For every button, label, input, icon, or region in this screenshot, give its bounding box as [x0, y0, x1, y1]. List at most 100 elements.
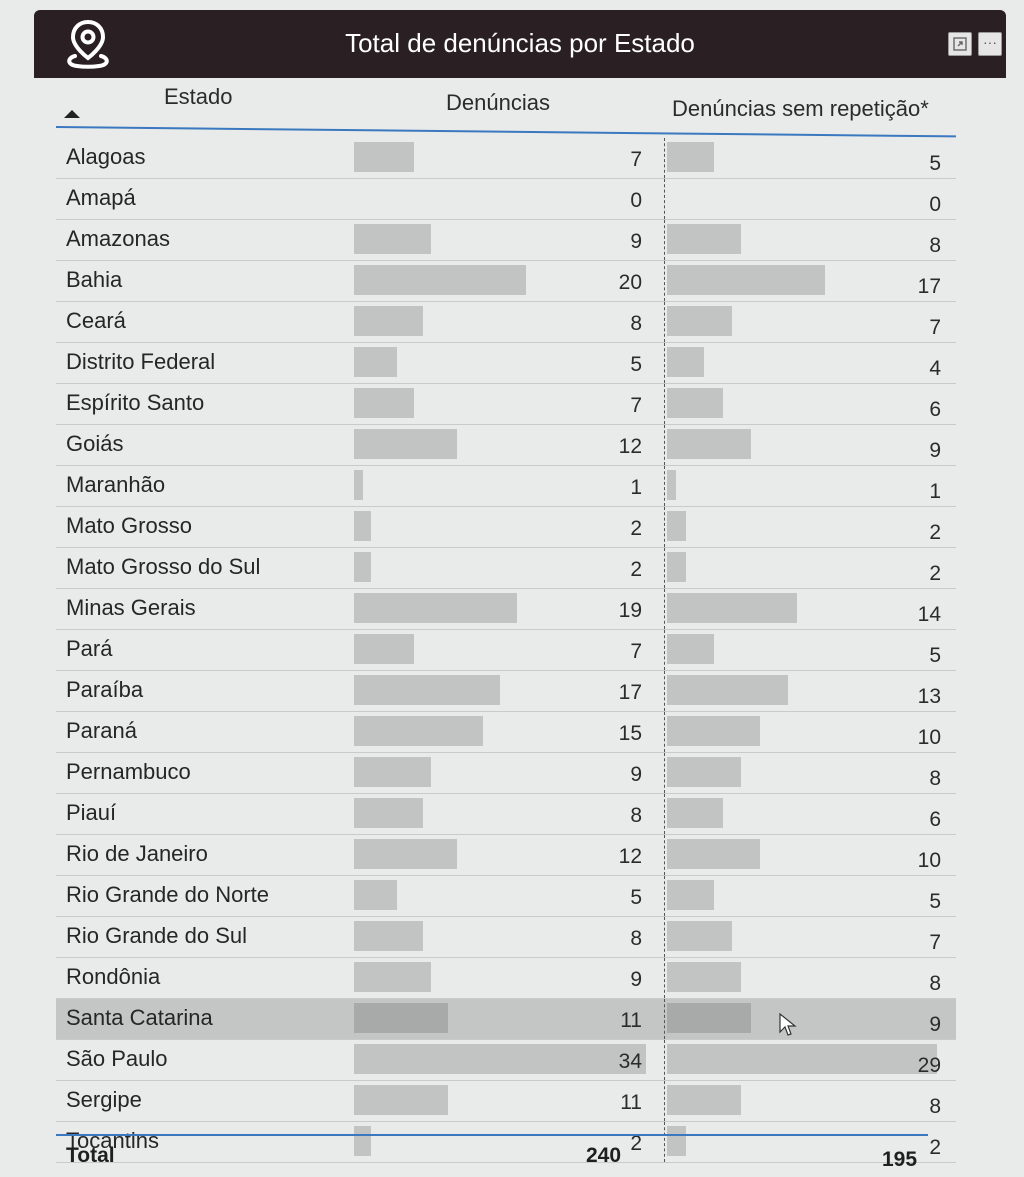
table-row[interactable]: Distrito Federal 5 4	[56, 343, 956, 384]
databar-sem-repeticao	[667, 347, 705, 377]
value-sem-repeticao: 14	[917, 603, 941, 626]
table-row[interactable]: Espírito Santo 7 6	[56, 384, 956, 425]
sort-ascending-icon[interactable]	[64, 110, 80, 118]
databar-denuncias	[354, 839, 458, 869]
row-estado: Espírito Santo	[66, 390, 205, 415]
cell-sem-repeticao: 8	[664, 220, 957, 260]
table-row[interactable]: Goiás 12 9	[56, 425, 956, 466]
databar-sem-repeticao	[667, 880, 714, 910]
row-estado: Rio Grande do Norte	[66, 882, 269, 907]
value-denuncias: 17	[618, 681, 642, 704]
cell-sem-repeticao: 5	[664, 138, 957, 178]
cell-sem-repeticao: 10	[664, 712, 957, 752]
total-sem-repeticao: 195	[882, 1148, 918, 1171]
table-row[interactable]: Pernambuco 9 8	[56, 753, 956, 794]
table-row[interactable]: Rio Grande do Norte 5 5	[56, 876, 956, 917]
header-divider	[55, 126, 956, 138]
table-row[interactable]: Tocantins 2 2	[56, 1122, 956, 1163]
cell-denuncias: 20	[352, 261, 664, 301]
cell-denuncias: 17	[352, 671, 664, 711]
row-estado: Minas Gerais	[66, 595, 196, 620]
table-row[interactable]: Mato Grosso do Sul 2 2	[56, 548, 956, 589]
states-table: Estado Denúncias Denúncias sem repetição…	[55, 80, 956, 1177]
table-row[interactable]: Paraná 15 10	[56, 712, 956, 753]
table-row[interactable]: Mato Grosso 2 2	[56, 507, 956, 548]
value-sem-repeticao: 2	[929, 562, 941, 585]
databar-sem-repeticao	[667, 675, 789, 705]
value-sem-repeticao: 5	[929, 890, 941, 913]
cell-denuncias: 15	[352, 712, 664, 752]
cell-denuncias: 8	[352, 794, 664, 834]
cell-denuncias: 2	[352, 1122, 664, 1162]
row-estado: Distrito Federal	[66, 349, 216, 374]
databar-sem-repeticao	[667, 429, 751, 459]
databar-sem-repeticao	[667, 634, 714, 664]
databar-sem-repeticao	[667, 142, 714, 172]
table-row[interactable]: São Paulo 34 29	[56, 1040, 956, 1081]
databar-sem-repeticao	[667, 757, 742, 787]
cell-denuncias: 7	[352, 384, 664, 424]
databar-denuncias	[354, 429, 458, 459]
cell-denuncias: 34	[352, 1040, 664, 1080]
cell-sem-repeticao: 17	[664, 261, 957, 301]
table-row[interactable]: Bahia 20 17	[56, 261, 956, 302]
cell-sem-repeticao: 1	[664, 466, 957, 506]
row-estado: Mato Grosso	[66, 513, 192, 538]
databar-sem-repeticao	[667, 839, 761, 869]
table-row[interactable]: Rondônia 9 8	[56, 958, 956, 999]
table-row[interactable]: Alagoas 7 5	[56, 138, 956, 179]
databar-denuncias	[354, 1044, 646, 1074]
row-estado: Rio de Janeiro	[66, 841, 208, 866]
databar-denuncias	[354, 511, 372, 541]
value-denuncias: 2	[630, 517, 642, 540]
cell-sem-repeticao: 9	[664, 999, 957, 1039]
value-denuncias: 5	[630, 886, 642, 909]
mouse-cursor-icon	[779, 1012, 797, 1036]
map-pin-icon	[67, 19, 109, 69]
value-sem-repeticao: 0	[929, 193, 941, 216]
table-row[interactable]: Amazonas 9 8	[56, 220, 956, 261]
databar-sem-repeticao	[667, 265, 826, 295]
table-row[interactable]: Sergipe 11 8	[56, 1081, 956, 1122]
row-estado: Mato Grosso do Sul	[66, 554, 261, 579]
table-row[interactable]: Rio Grande do Sul 8 7	[56, 917, 956, 958]
column-header-sem-repeticao[interactable]: Denúncias sem repetição*	[672, 96, 929, 121]
row-estado: Rio Grande do Sul	[66, 923, 247, 948]
databar-sem-repeticao	[667, 1085, 742, 1115]
row-estado: Santa Catarina	[66, 1005, 213, 1030]
value-sem-repeticao: 29	[917, 1054, 941, 1077]
table-row[interactable]: Rio de Janeiro 12 10	[56, 835, 956, 876]
table-row[interactable]: Maranhão 1 1	[56, 466, 956, 507]
databar-denuncias	[354, 388, 415, 418]
table-row[interactable]: Paraíba 17 13	[56, 671, 956, 712]
row-estado: Goiás	[66, 431, 124, 456]
row-estado: Pará	[66, 636, 113, 661]
expand-icon[interactable]	[948, 32, 972, 56]
value-sem-repeticao: 8	[929, 234, 941, 257]
value-denuncias: 2	[630, 1132, 642, 1155]
cell-sem-repeticao: 14	[664, 589, 957, 629]
table-row[interactable]: Santa Catarina 11 9	[56, 999, 956, 1040]
visual-title: Total de denúncias por Estado	[345, 28, 695, 58]
databar-denuncias	[354, 757, 432, 787]
value-denuncias: 8	[630, 804, 642, 827]
value-sem-repeticao: 8	[929, 1095, 941, 1118]
column-header-estado[interactable]: Estado	[164, 84, 233, 109]
databar-denuncias	[354, 1126, 372, 1156]
table-row[interactable]: Piauí 8 6	[56, 794, 956, 835]
table-row[interactable]: Minas Gerais 19 14	[56, 589, 956, 630]
table-row[interactable]: Pará 7 5	[56, 630, 956, 671]
more-options-button[interactable]: ···	[978, 32, 1002, 56]
cell-sem-repeticao: 8	[664, 753, 957, 793]
table-row[interactable]: Amapá 0 0	[56, 179, 956, 220]
column-header-denuncias[interactable]: Denúncias	[446, 90, 550, 115]
value-sem-repeticao: 17	[917, 275, 941, 298]
table-row[interactable]: Ceará 8 7	[56, 302, 956, 343]
cell-denuncias: 8	[352, 302, 664, 342]
value-denuncias: 0	[630, 189, 642, 212]
value-denuncias: 1	[630, 476, 642, 499]
value-sem-repeticao: 10	[917, 726, 941, 749]
value-denuncias: 9	[630, 968, 642, 991]
row-estado: Alagoas	[66, 144, 146, 169]
value-sem-repeticao: 2	[929, 1136, 941, 1159]
